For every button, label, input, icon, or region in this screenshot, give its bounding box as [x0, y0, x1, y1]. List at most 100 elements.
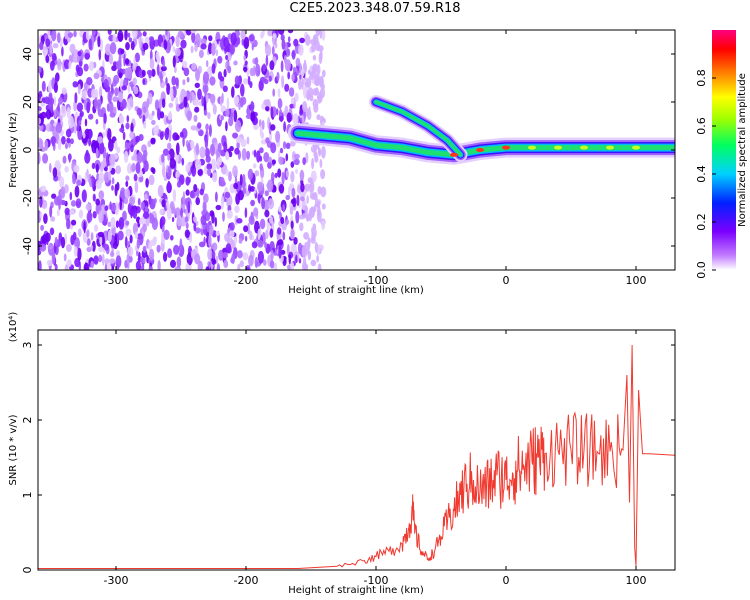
spectrogram-x-tick-label: -300 — [104, 274, 129, 287]
spectrogram-noise-cell — [44, 96, 49, 105]
spectrogram-noise-cell — [285, 142, 291, 149]
spectrogram-noise-cell — [294, 92, 299, 103]
spectrogram-noise-cell — [114, 233, 117, 247]
spectrogram-noise-cell — [88, 128, 93, 140]
spectrogram-noise-cell — [190, 125, 197, 131]
spectrogram-noise-cell — [264, 241, 268, 249]
spectrogram-noise-cell — [278, 156, 284, 165]
spectrogram-noise-cell — [109, 164, 112, 172]
colorbar-gradient — [712, 30, 736, 270]
spectrogram-noise-cell — [264, 209, 270, 218]
spectrogram-noise-cell — [185, 263, 190, 270]
spectrogram-noise-cell — [38, 106, 42, 112]
spectrogram-noise-cell — [232, 165, 238, 177]
spectrogram-noise-cell — [197, 88, 202, 101]
spectrogram-noise-cell — [310, 259, 317, 267]
spectrogram-noise-cell — [93, 255, 99, 265]
spectrogram-noise-cell — [276, 108, 279, 116]
spectrogram-noise-cell — [239, 173, 243, 186]
spectrogram-noise-cell — [119, 127, 125, 133]
spectrogram-noise-cell — [141, 50, 145, 56]
spectrogram-noise-cell — [168, 102, 174, 108]
spectrogram-noise-cell — [273, 185, 277, 193]
spectrogram-noise-cell — [142, 245, 147, 253]
spectrogram-noise-cell — [129, 208, 135, 216]
spectrogram-noise-cell — [54, 263, 58, 270]
spectrogram-noise-cell — [251, 241, 258, 249]
spectrogram-noise-cell — [77, 50, 82, 57]
spectrogram-noise-cell — [185, 207, 188, 217]
spectrogram-noise-cell — [203, 193, 209, 204]
spectrogram-noise-cell — [56, 209, 60, 217]
spectrogram-noise-cell — [210, 158, 217, 172]
spectrogram-noise-cell — [90, 244, 94, 251]
spectrogram-noise-cell — [319, 158, 323, 168]
spectrogram-noise-cell — [204, 147, 210, 158]
spectrogram-noise-cell — [195, 68, 200, 81]
spectrogram-noise-cell — [284, 83, 290, 92]
spectrogram-noise-cell — [193, 114, 198, 122]
spectrogram-noise-cell — [208, 234, 212, 248]
spectrogram-noise-cell — [187, 142, 191, 152]
spectrogram-noise-cell — [215, 204, 222, 211]
spectrogram-noise-cell — [321, 203, 326, 210]
snr-x-tick-label: -100 — [364, 574, 389, 587]
spectrogram-noise-cell — [57, 32, 61, 44]
spectrogram-noise-cell — [312, 192, 318, 201]
spectrogram-noise-cell — [134, 231, 139, 240]
spectrogram-noise-cell — [51, 60, 55, 66]
snr-y-tick-label: 2 — [21, 417, 34, 424]
spectrogram-noise-cell — [148, 266, 153, 270]
spectrogram-noise-cell — [195, 197, 200, 206]
spectrogram-noise-cell — [194, 253, 201, 265]
spectrogram-noise-cell — [269, 228, 274, 238]
spectrogram-noise-cell — [109, 153, 116, 166]
spectrogram-noise-cell — [206, 223, 210, 233]
spectrogram-noise-cell — [165, 77, 168, 86]
spectrogram-noise-cell — [118, 217, 125, 230]
spectrogram-noise-cell — [98, 190, 105, 200]
spectrogram-noise-cell — [280, 216, 285, 225]
spectrogram-noise-cell — [167, 180, 171, 193]
spectrogram-y-tick-label: 40 — [21, 47, 34, 61]
spectrogram-noise-cell — [286, 112, 292, 123]
spectrogram-noise-cell — [163, 229, 170, 240]
spectrogram-noise-cell — [242, 252, 249, 261]
spectrogram-noise-cell — [302, 157, 307, 166]
spectrogram-noise-cell — [218, 156, 222, 166]
spectrogram-noise-cell — [312, 55, 317, 61]
spectrogram-noise-cell — [257, 240, 264, 248]
spectrogram-noise-cell — [312, 223, 317, 231]
spectrogram-noise-cell — [293, 159, 300, 165]
spectrogram-noise-cell — [175, 170, 180, 178]
spectrogram-noise-cell — [39, 41, 44, 51]
spectrogram-noise-cell — [119, 187, 126, 200]
spectrogram-noise-cell — [181, 60, 188, 69]
spectrogram-noise-cell — [42, 153, 49, 164]
spectrogram-noise-cell — [319, 30, 323, 39]
spectrogram-noise-cell — [241, 148, 247, 161]
spectrogram-noise-cell — [134, 181, 139, 194]
spectrogram-noise-cell — [277, 98, 283, 110]
spectrogram-noise-cell — [300, 182, 305, 193]
spectrogram-noise-cell — [316, 114, 321, 121]
spectrogram-noise-cell — [126, 253, 130, 265]
spectrogram-noise-cell — [128, 37, 133, 43]
spectrogram-noise-cell — [114, 202, 120, 215]
spectrogram-noise-cell — [237, 263, 241, 270]
spectrogram-noise-cell — [151, 68, 156, 77]
spectrogram-noise-cell — [233, 95, 240, 105]
spectrogram-noise-cell — [127, 102, 130, 109]
spectrogram-noise-cell — [39, 196, 43, 208]
spectrogram-noise-cell — [180, 216, 187, 227]
spectrogram-noise-cell — [77, 247, 82, 261]
spectrogram-noise-cell — [225, 169, 229, 177]
spectrogram-noise-cell — [185, 30, 192, 36]
spectrogram-noise-cell — [86, 168, 89, 179]
spectrogram-noise-cell — [107, 171, 112, 181]
spectrogram-noise-cell — [207, 112, 211, 120]
spectrogram-noise-cell — [225, 54, 229, 61]
spectrogram-noise-cell — [53, 82, 59, 93]
spectrogram-noise-cell — [257, 181, 263, 192]
